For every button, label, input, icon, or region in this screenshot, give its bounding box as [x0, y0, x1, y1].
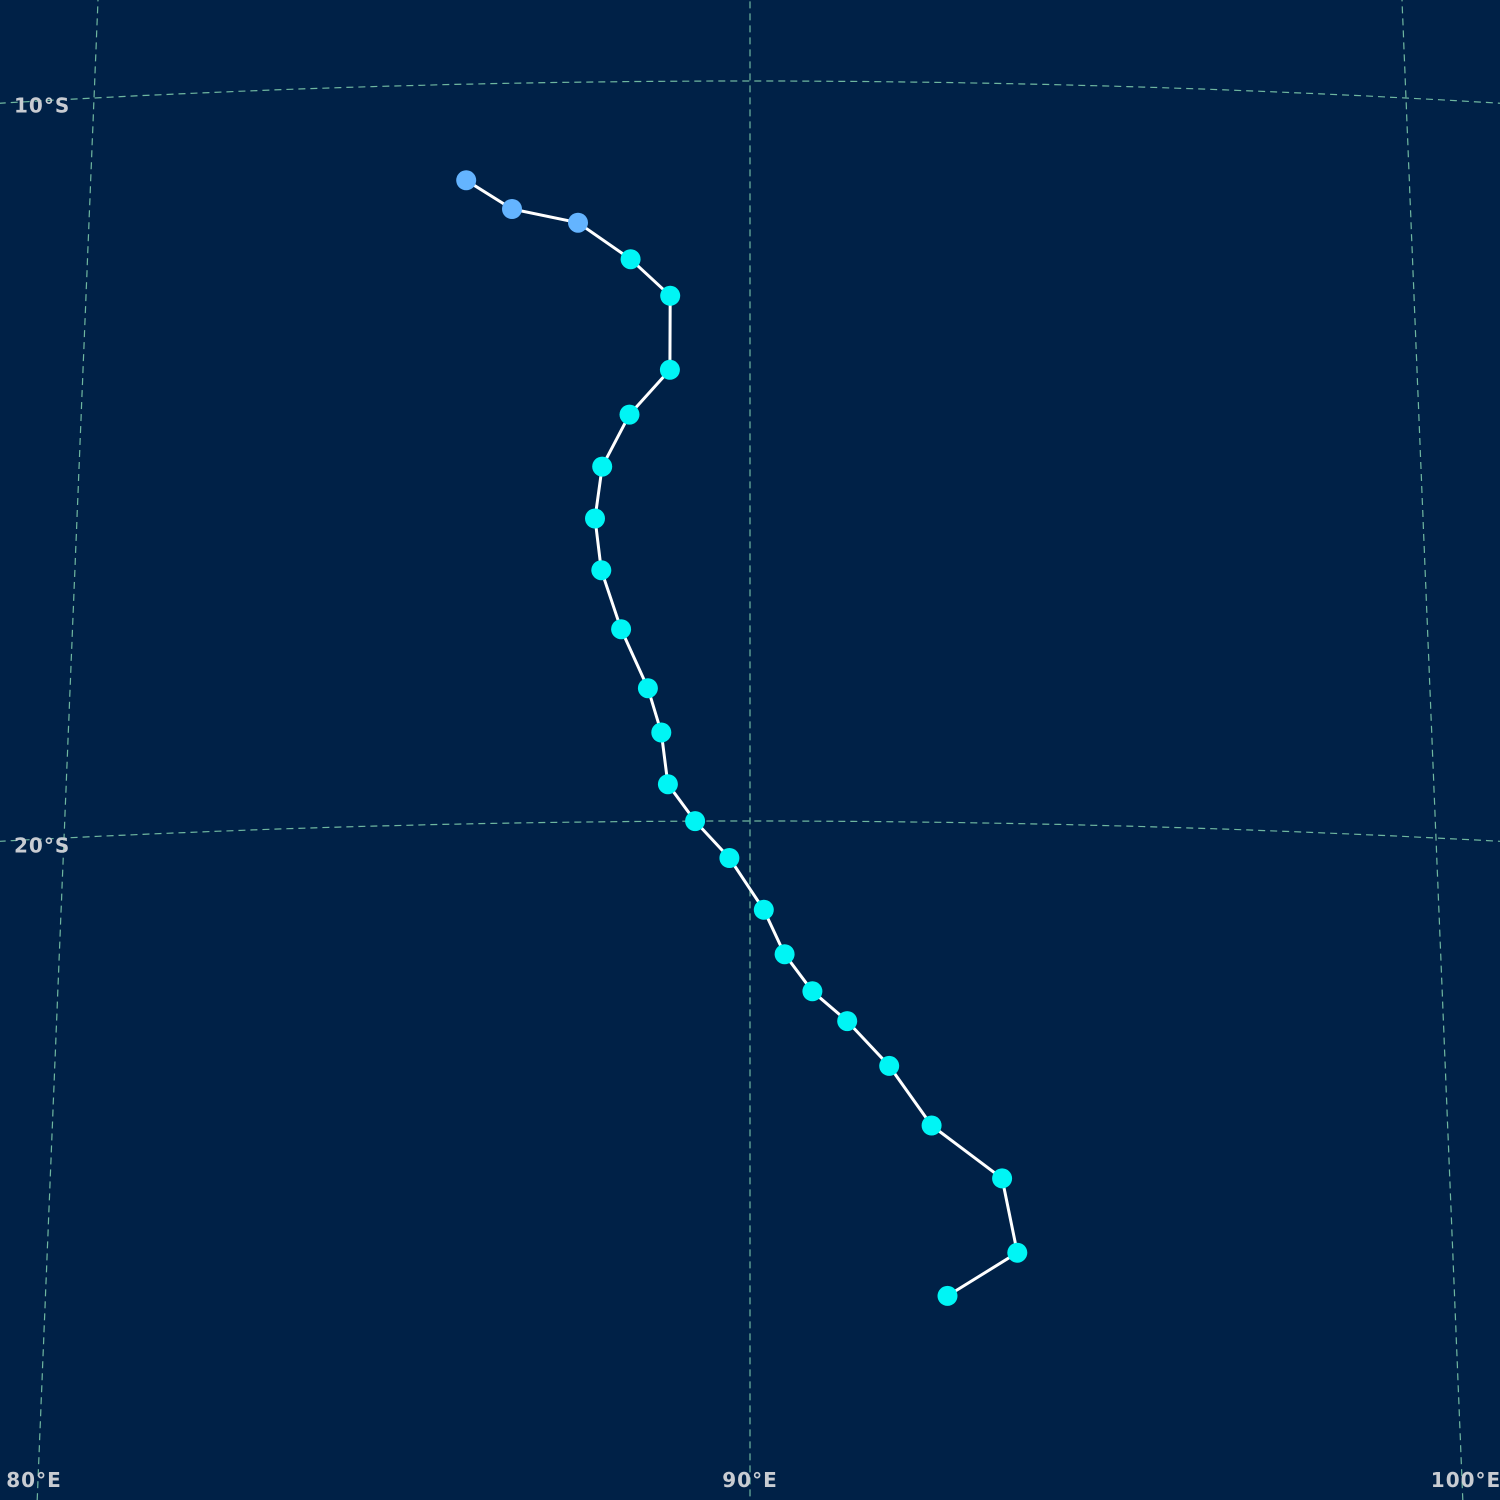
latitude-label: 20°S — [14, 834, 70, 858]
track-point-storm — [837, 1011, 858, 1032]
longitude-label: 80°E — [6, 1468, 62, 1492]
track-point-storm — [937, 1285, 958, 1306]
track-point-storm — [659, 359, 680, 380]
track-point-storm — [660, 285, 681, 306]
track-point-depression — [568, 212, 588, 233]
longitude-line — [1401, 0, 1464, 1500]
track-point-storm — [611, 619, 632, 640]
track-point-storm — [992, 1168, 1013, 1189]
track-point-storm — [651, 722, 672, 743]
track-point-storm — [802, 981, 823, 1002]
coordinate-labels: 10°S 20°S 80°E 90°E 100°E — [6, 94, 1500, 1493]
track-point-storm — [591, 560, 612, 581]
track-point-storm — [592, 456, 613, 477]
track-point-storm — [879, 1055, 900, 1076]
track-point-storm — [1007, 1242, 1028, 1263]
track-point-storm — [719, 848, 740, 868]
latitude-label: 10°S — [14, 94, 70, 118]
longitude-label: 90°E — [722, 1468, 778, 1492]
track-point-storm — [685, 811, 706, 832]
track-point-storm — [774, 944, 795, 965]
latitude-line — [0, 80, 1500, 104]
longitude-label: 100°E — [1431, 1468, 1500, 1492]
longitude-line — [36, 0, 99, 1500]
track-point-storm — [620, 249, 641, 270]
track-point-depression — [502, 199, 522, 219]
track-point-depression — [456, 170, 477, 191]
track-point-storm — [585, 508, 605, 529]
latitude-line — [0, 820, 1500, 842]
track-point-storm — [657, 774, 678, 795]
track-point-storm — [921, 1115, 942, 1136]
track-point-storm — [619, 404, 640, 425]
storm-track — [456, 170, 1028, 1306]
track-point-storm — [753, 899, 774, 920]
track-point-storm — [637, 678, 658, 699]
